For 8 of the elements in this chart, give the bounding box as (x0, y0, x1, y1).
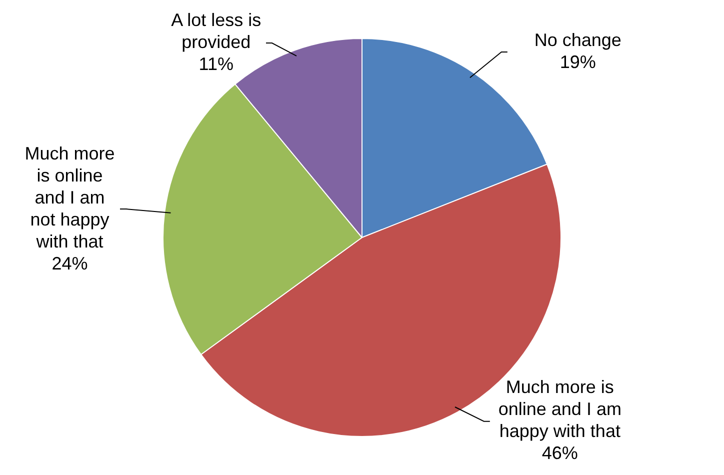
slice-label: A lot less is provided (171, 10, 262, 52)
data-label: 46% (542, 442, 578, 463)
slice-label: Much more is online and I am happy with that (498, 376, 622, 441)
slice-label: Much more is online and I am not happy with that (24, 143, 115, 252)
data-label: 24% (52, 253, 88, 274)
data-label: 19% (560, 52, 596, 72)
slice-label: No change (534, 30, 622, 50)
data-label: 11% (198, 54, 234, 74)
